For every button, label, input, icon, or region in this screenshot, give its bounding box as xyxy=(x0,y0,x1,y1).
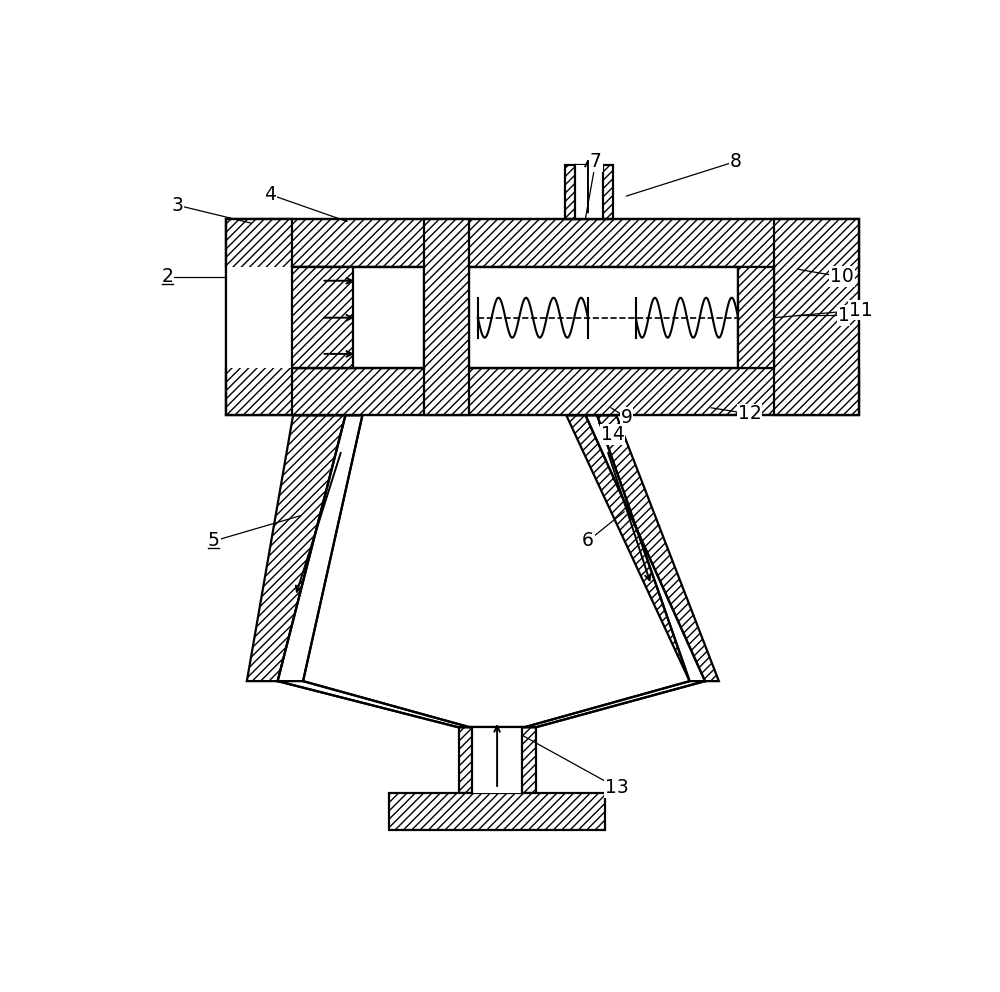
Bar xyxy=(389,793,605,829)
Text: 14: 14 xyxy=(601,426,625,444)
Bar xyxy=(226,219,292,416)
Bar xyxy=(226,267,292,368)
Bar xyxy=(226,219,859,267)
Bar xyxy=(774,219,859,416)
Text: 11: 11 xyxy=(849,301,872,319)
Polygon shape xyxy=(278,416,362,682)
Text: 9: 9 xyxy=(621,409,632,428)
Polygon shape xyxy=(586,416,705,682)
Text: 10: 10 xyxy=(830,268,854,287)
Bar xyxy=(738,267,774,368)
Text: 2: 2 xyxy=(162,268,173,287)
Bar xyxy=(226,219,859,416)
Text: 12: 12 xyxy=(738,405,762,424)
Bar xyxy=(575,166,603,219)
Bar xyxy=(292,267,424,368)
Text: 13: 13 xyxy=(605,778,628,797)
Text: 3: 3 xyxy=(172,195,183,215)
Bar xyxy=(424,219,469,416)
Polygon shape xyxy=(524,682,705,727)
Bar xyxy=(292,267,353,368)
Text: 1: 1 xyxy=(838,306,850,325)
Text: 8: 8 xyxy=(730,152,742,171)
Text: 5: 5 xyxy=(208,532,220,551)
Bar xyxy=(226,368,859,416)
Polygon shape xyxy=(566,416,719,682)
Bar xyxy=(472,727,522,793)
Polygon shape xyxy=(278,682,470,727)
Text: 4: 4 xyxy=(264,185,276,204)
Polygon shape xyxy=(247,416,345,682)
Bar xyxy=(459,727,536,793)
Bar xyxy=(469,267,738,368)
Text: 6: 6 xyxy=(582,532,594,551)
Bar xyxy=(565,166,613,219)
Text: 7: 7 xyxy=(590,152,602,171)
